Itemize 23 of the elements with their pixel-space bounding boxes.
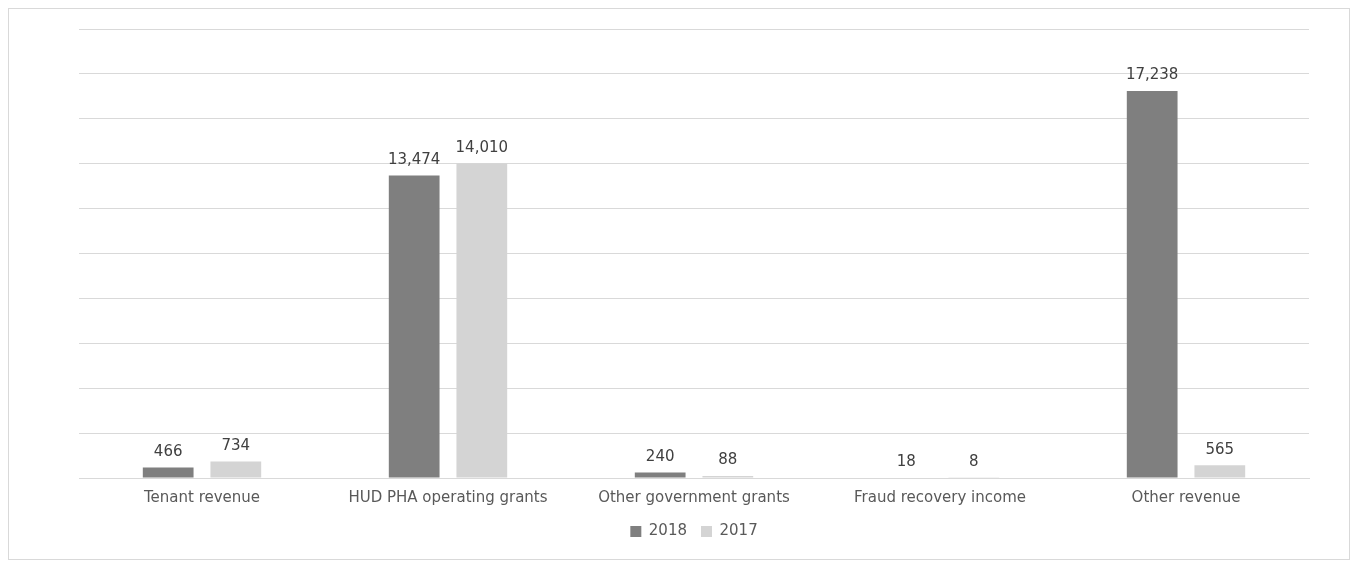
x-tick-label: Fraud recovery income — [853, 487, 1027, 506]
data-label: 8 — [969, 452, 979, 471]
data-label: 734 — [221, 435, 251, 454]
x-tick-label: Other government grants — [598, 487, 791, 506]
bar — [210, 461, 262, 478]
bar — [142, 467, 194, 478]
bar — [1194, 465, 1246, 478]
data-label: 13,474 — [387, 149, 441, 168]
data-label: 18 — [896, 451, 916, 470]
data-label: 240 — [645, 447, 675, 465]
bar — [1126, 91, 1178, 478]
data-label: 565 — [1205, 439, 1235, 458]
bar — [388, 175, 440, 478]
data-label: 14,010 — [455, 137, 509, 156]
legend-label: 2018 — [648, 521, 688, 540]
x-tick-label: Tenant revenue — [142, 487, 261, 506]
legend-label: 2017 — [719, 521, 758, 540]
data-label: 17,238 — [1125, 65, 1179, 84]
data-label: 88 — [718, 450, 738, 469]
x-tick-label: HUD PHA operating grants — [348, 487, 548, 506]
bar — [634, 472, 686, 478]
data-label: 466 — [153, 441, 183, 460]
x-tick-label: Other revenue — [1131, 487, 1241, 506]
